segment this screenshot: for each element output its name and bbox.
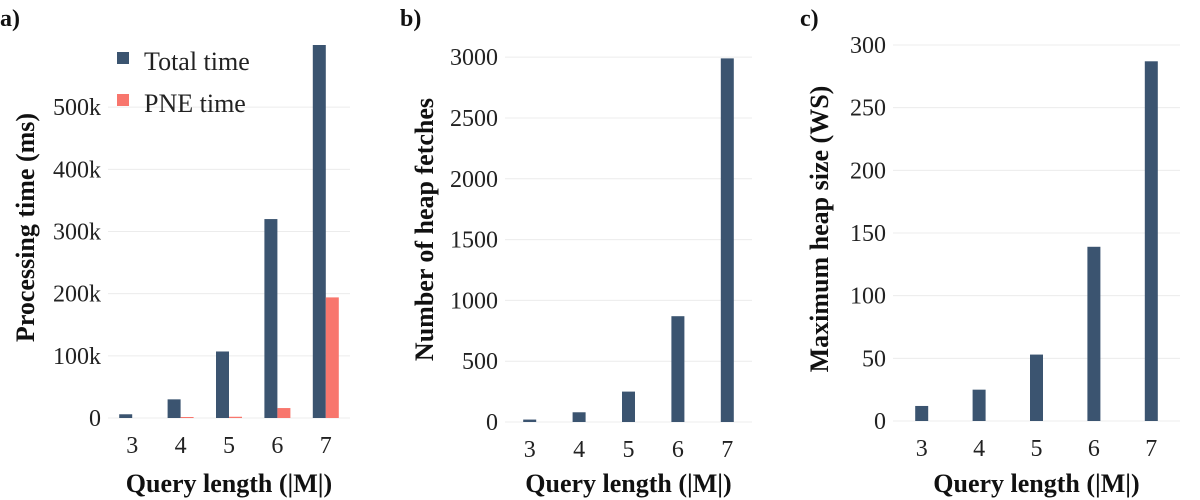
y-axis-title: Processing time (ms) — [11, 113, 40, 342]
y-tick-label: 0 — [89, 406, 101, 432]
bar-total-time-7 — [312, 45, 326, 418]
y-tick-label: 50 — [862, 346, 886, 372]
x-tick-label: 7 — [721, 437, 733, 463]
panel-label: a) — [0, 6, 20, 32]
y-tick-label: 3000 — [450, 45, 498, 71]
bar-value-5 — [622, 391, 635, 422]
y-tick-label: 2000 — [450, 167, 498, 193]
x-tick-label: 4 — [573, 437, 585, 463]
y-tick-label: 100k — [53, 344, 101, 370]
bar-value-4 — [972, 389, 986, 421]
panel-label: b) — [400, 6, 421, 32]
y-axis-title: Number of heap fetches — [410, 98, 439, 361]
y-tick-label: 150 — [850, 221, 886, 247]
bar-value-4 — [572, 412, 586, 422]
y-tick-label: 300 — [850, 33, 886, 59]
bar-total-time-4 — [167, 399, 181, 418]
y-tick-label: 1500 — [450, 228, 498, 254]
x-tick-label: 7 — [320, 433, 332, 459]
panel-label: c) — [800, 6, 819, 32]
x-tick-label: 3 — [524, 437, 536, 463]
y-tick-label: 200 — [850, 158, 886, 184]
y-tick-label: 250 — [850, 96, 886, 122]
legend: Total time PNE time — [117, 47, 250, 118]
bar-pne-time-7 — [325, 297, 339, 418]
legend-swatch — [117, 52, 129, 64]
x-tick-label: 4 — [973, 436, 985, 462]
x-tick-label: 6 — [672, 437, 684, 463]
y-tick-label: 400k — [53, 157, 101, 183]
bar-value-7 — [720, 58, 734, 423]
bar-value-7 — [1144, 61, 1158, 421]
y-tick-label: 500 — [462, 349, 498, 375]
y-tick-label: 1000 — [450, 288, 498, 314]
chart-panel-1: a) 0 100k 200k 300k 400k 500k 3 4 5 6 7 Query length… — [0, 6, 350, 498]
bar-pne-time-5 — [229, 416, 242, 418]
y-tick-label: 0 — [486, 410, 498, 436]
y-tick-label: 500k — [53, 95, 101, 121]
y-tick-label: 100 — [850, 284, 886, 310]
y-tick-label: 0 — [874, 409, 886, 435]
x-tick-label: 5 — [223, 433, 235, 459]
bar-total-time-6 — [264, 219, 278, 418]
bar-total-time-3 — [119, 414, 133, 418]
legend-label: PNE time — [144, 89, 246, 118]
x-tick-label: 6 — [1088, 436, 1100, 462]
bar-value-3 — [915, 405, 929, 421]
legend-label: Total time — [144, 47, 250, 76]
bar-value-5 — [1030, 354, 1043, 421]
bar-pne-time-6 — [277, 408, 291, 418]
y-tick-label: 200k — [53, 282, 101, 308]
y-tick-label: 2500 — [450, 106, 498, 132]
bar-pne-time-4 — [180, 417, 194, 418]
bar-value-6 — [671, 316, 685, 422]
y-tick-label: 300k — [53, 220, 101, 246]
bar-value-3 — [523, 419, 537, 422]
x-tick-label: 5 — [623, 437, 635, 463]
chart-panel-2: b) 0 500 1000 1500 2000 2500 3000 3 4 5 6 7 Query len… — [400, 6, 752, 498]
x-axis-title: Query length (|M|) — [525, 469, 731, 498]
x-tick-label: 5 — [1031, 436, 1043, 462]
bar-value-6 — [1087, 246, 1101, 421]
x-axis-title: Query length (|M|) — [126, 469, 332, 498]
x-axis-title: Query length (|M|) — [933, 469, 1139, 498]
x-tick-label: 4 — [175, 433, 187, 459]
x-tick-label: 3 — [916, 436, 928, 462]
y-axis-title: Maximum heap size (WS) — [805, 86, 834, 373]
x-tick-label: 3 — [126, 433, 138, 459]
x-tick-label: 7 — [1145, 436, 1157, 462]
bar-total-time-5 — [216, 351, 229, 418]
legend-swatch — [117, 94, 129, 106]
x-tick-label: 6 — [271, 433, 283, 459]
